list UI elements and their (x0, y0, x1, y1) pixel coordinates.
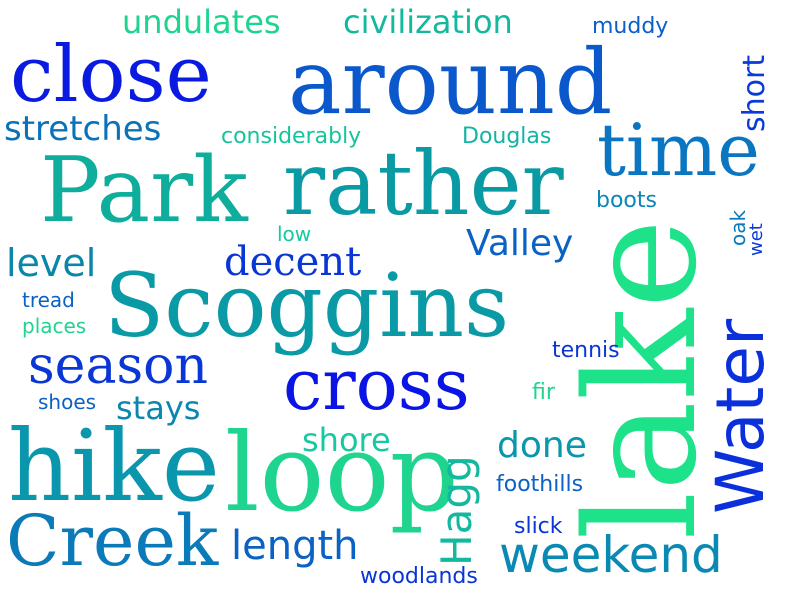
word-fir: fir (532, 380, 555, 405)
word-hike: hike (8, 410, 220, 524)
word-around: around (288, 30, 613, 135)
word-weekend: weekend (499, 526, 723, 584)
word-loop: loop (225, 411, 459, 536)
word-tennis: tennis (552, 338, 620, 363)
word-tread: tread (22, 288, 75, 312)
word-done: done (497, 425, 587, 466)
word-hagg: Hagg (432, 455, 481, 566)
word-boots: boots (596, 188, 657, 213)
word-cross: cross (283, 344, 470, 426)
word-douglas: Douglas (462, 124, 552, 149)
word-length: length (231, 523, 359, 569)
word-slick: slick (514, 514, 563, 539)
word-low: low (277, 222, 312, 246)
word-creek: Creek (6, 500, 219, 582)
word-park: Park (40, 138, 248, 243)
word-level: level (6, 241, 97, 285)
word-water: Water (702, 318, 779, 514)
word-time: time (597, 108, 760, 192)
word-woodlands: woodlands (360, 564, 478, 589)
word-wet: wet (746, 223, 767, 256)
word-muddy: muddy (592, 14, 669, 39)
word-stretches: stretches (4, 109, 162, 149)
word-shore: shore (302, 421, 391, 459)
word-rather: rather (283, 132, 564, 235)
word-close: close (10, 30, 212, 120)
word-places: places (22, 314, 87, 338)
word-stays: stays (116, 389, 201, 427)
word-decent: decent (224, 239, 362, 285)
word-oak: oak (726, 209, 750, 246)
word-lake: lake (553, 218, 730, 540)
word-scoggins: Scoggins (104, 254, 510, 357)
word-valley: Valley (466, 223, 574, 264)
word-shoes: shoes (38, 390, 97, 414)
word-foothills: foothills (496, 472, 584, 497)
word-civilization: civilization (343, 3, 513, 41)
word-considerably: considerably (221, 124, 362, 149)
word-undulates: undulates (122, 3, 281, 41)
word-season: season (28, 336, 208, 396)
